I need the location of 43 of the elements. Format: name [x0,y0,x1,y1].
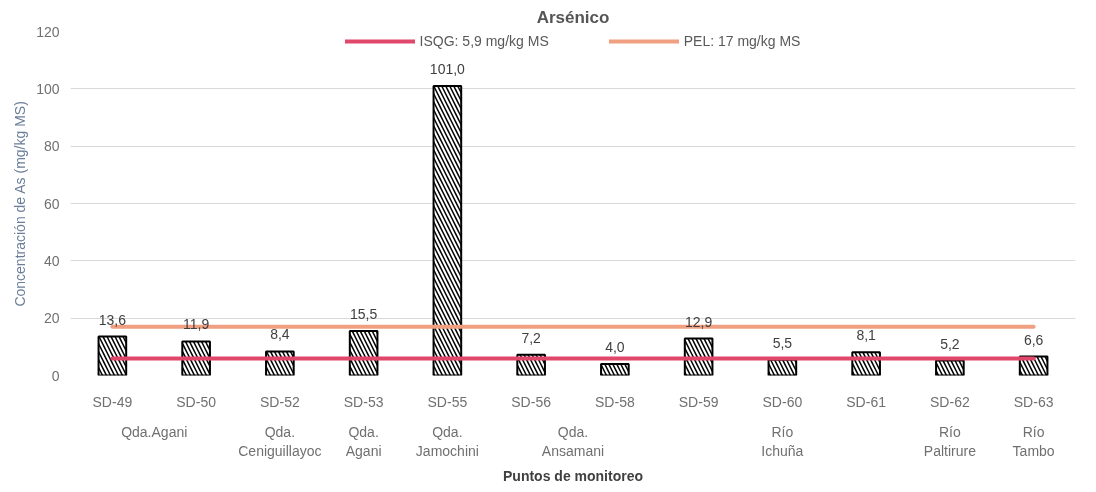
text: Qda.Agani [121,423,188,440]
y-tick-label: 80 [43,138,60,155]
x-tick-label: SD-62 [930,393,970,410]
data-label: 6,6 [1023,331,1044,348]
data-label: 5,5 [772,334,793,351]
data-label: 5,2 [940,335,960,352]
data-label: 11,9 [183,316,210,333]
text: Qda. Jamochini [415,423,479,459]
x-tick-label: SD-58 [595,393,635,410]
text: Qda. Ceniguillayoc [238,423,322,459]
text: Río Paltirure [923,423,977,459]
y-tick-label: 0 [51,367,60,384]
data-label: 7,2 [521,329,542,346]
data-label: 13,6 [98,311,127,328]
y-tick-label: 120 [36,23,60,40]
text: Río Tambo [1012,423,1055,459]
y-tick-label: 100 [36,80,60,97]
x-tick-label: SD-50 [176,393,217,410]
x-tick-label: SD-52 [260,393,300,410]
data-label: 15,5 [350,306,378,323]
x-tick-label: SD-49 [92,393,133,410]
x-axis-title: Puntos de monitoreo [503,467,643,484]
legend-label: PEL: 17 mg/kg MS [683,33,801,49]
x-tick-label: SD-61 [846,393,887,410]
x-tick-label: SD-53 [343,393,384,410]
data-label: 4,0 [605,339,625,356]
legend-label: ISQG: 5,9 mg/kg MS [419,33,549,49]
y-tick-label: 20 [43,310,60,327]
text: Río Ichuña [761,423,804,459]
text: Qda. Ansamani [541,423,605,459]
y-tick-label: 60 [43,195,60,212]
x-tick-label: SD-56 [511,393,552,410]
data-label: 101,0 [429,60,466,77]
x-tick-label: SD-55 [427,393,468,410]
chart-title: Arsénico [536,7,610,27]
x-tick-label: SD-60 [762,393,803,410]
y-tick-label: 40 [43,252,60,269]
data-label: 8,1 [856,327,877,344]
y-axis-title: Concentración de As (mg/kg MS) [12,101,29,307]
text: Qda. Agani [345,423,382,459]
data-label: 8,4 [270,326,290,343]
x-tick-label: SD-63 [1013,393,1054,410]
x-tick-label: SD-59 [678,393,719,410]
